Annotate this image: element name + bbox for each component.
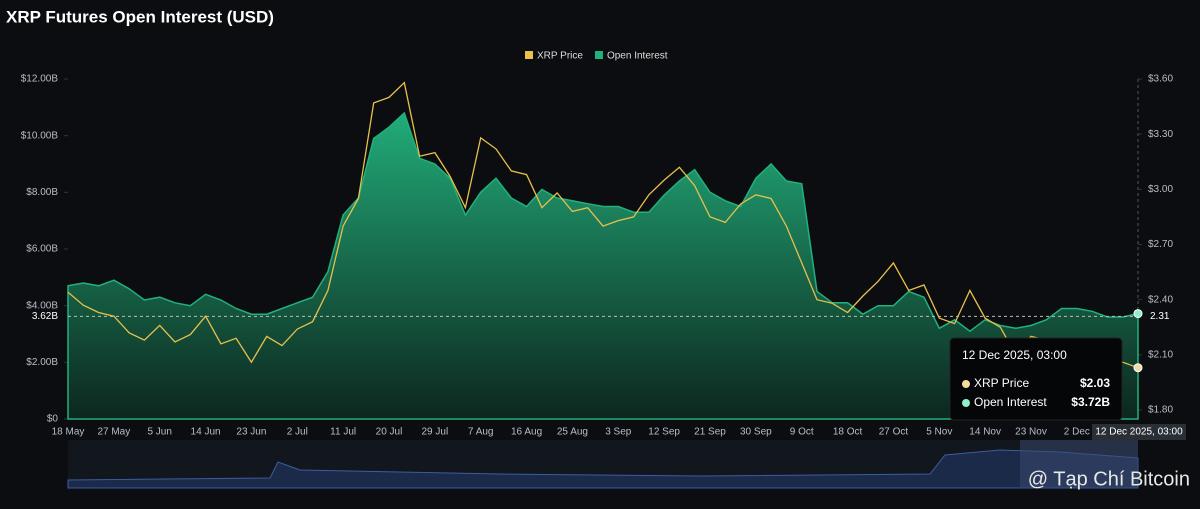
x-tick-label: 23 Jun (236, 427, 266, 438)
chart-title: XRP Futures Open Interest (USD) (6, 7, 274, 26)
x-tick-label: 12 Dec 2025, 03:00 (1095, 427, 1183, 438)
x-label-box (1092, 424, 1186, 440)
x-tick-label: 18 Oct (833, 427, 863, 438)
legend-label: Open Interest (607, 51, 668, 62)
x-tick-label: 14 Nov (969, 427, 1001, 438)
y-tick-label: $12.00B (21, 74, 59, 85)
y2-tick-label: $2.40 (1148, 294, 1173, 305)
crosshair-label: 3.62B (32, 311, 58, 322)
x-tick-label: 20 Jul (376, 427, 403, 438)
legend-swatch (525, 51, 533, 59)
end-dot (1133, 309, 1143, 319)
x-tick-label: 29 Jul (422, 427, 449, 438)
y2-tick-label: $3.30 (1148, 129, 1173, 140)
y2-tick-label: $2.70 (1148, 239, 1173, 250)
legend-swatch (594, 51, 603, 59)
x-tick-label: 23 Nov (1015, 427, 1047, 438)
x-tick-label: 7 Aug (468, 427, 494, 438)
legend: XRP Price Open Interest (525, 51, 668, 62)
x-tick-label: 2 Dec (1064, 427, 1090, 438)
tooltip-swatch (962, 380, 970, 388)
tooltip-value: $3.72B (1071, 395, 1110, 409)
tooltip-bg (949, 337, 1123, 421)
y-tick-label: $6.00B (26, 244, 58, 255)
price-line (67, 81, 1139, 369)
crosshair-label-bg (20, 308, 64, 325)
tooltip-name: Open Interest (974, 395, 1047, 409)
y2-tick-label: $3.00 (1148, 184, 1173, 195)
watermark: @ Tạp Chí Bitcoin (1028, 468, 1190, 490)
crosshair-y2-label: 2.31 (1150, 311, 1170, 322)
x-tick-label: 9 Oct (790, 427, 814, 438)
x-tick-label: 27 Oct (879, 427, 909, 438)
y-tick-label: $10.00B (21, 130, 59, 141)
oi-area (67, 111, 1139, 420)
x-tick-label: 3 Sep (605, 427, 632, 438)
legend-label: XRP Price (537, 51, 583, 62)
y-tick-label: $0 (47, 414, 59, 425)
x-tick-label: 25 Aug (557, 427, 588, 438)
x-tick-label: 11 Jul (330, 427, 356, 438)
tooltip-value: $2.03 (1080, 376, 1110, 390)
y-tick-label: $2.00B (26, 357, 58, 368)
x-tick-label: 5 Nov (926, 427, 952, 438)
x-tick-label: 27 May (97, 427, 130, 438)
y2-tick-label: $1.80 (1148, 405, 1173, 416)
x-tick-label: 18 May (52, 427, 85, 438)
x-tick-label: 16 Aug (511, 427, 542, 438)
x-tick-label: 14 Jun (191, 427, 221, 438)
x-tick-label: 12 Sep (648, 427, 680, 438)
x-tick-label: 30 Sep (740, 427, 772, 438)
x-tick-label: 5 Jun (147, 427, 171, 438)
y-tick-label: $8.00B (26, 187, 58, 198)
minimap-window (1020, 440, 1138, 488)
y-tick-label: $4.00B (26, 300, 58, 311)
y2-tick-label: $2.10 (1148, 349, 1173, 360)
y2-tick-label: $3.60 (1148, 74, 1173, 85)
x-tick-label: 21 Sep (694, 427, 726, 438)
tooltip-title: 12 Dec 2025, 03:00 (962, 348, 1067, 362)
tooltip-name: XRP Price (974, 376, 1029, 390)
tooltip-swatch (962, 399, 970, 407)
x-tick-label: 2 Jul (287, 427, 308, 438)
tooltip: 12 Dec 2025, 03:00 XRP Price $2.03 Open Int… (949, 337, 1123, 421)
end-dot (1133, 363, 1143, 373)
